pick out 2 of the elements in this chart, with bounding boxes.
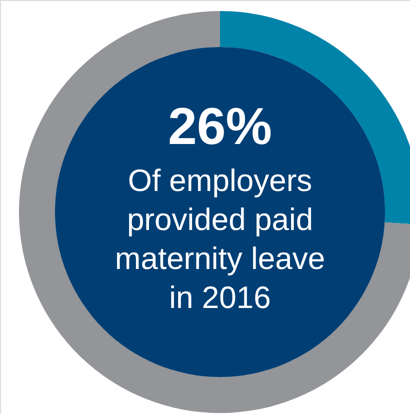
text: Of employers provided paid maternity leave in 2016 [114, 163, 326, 315]
data-label: 26% [168, 98, 272, 156]
